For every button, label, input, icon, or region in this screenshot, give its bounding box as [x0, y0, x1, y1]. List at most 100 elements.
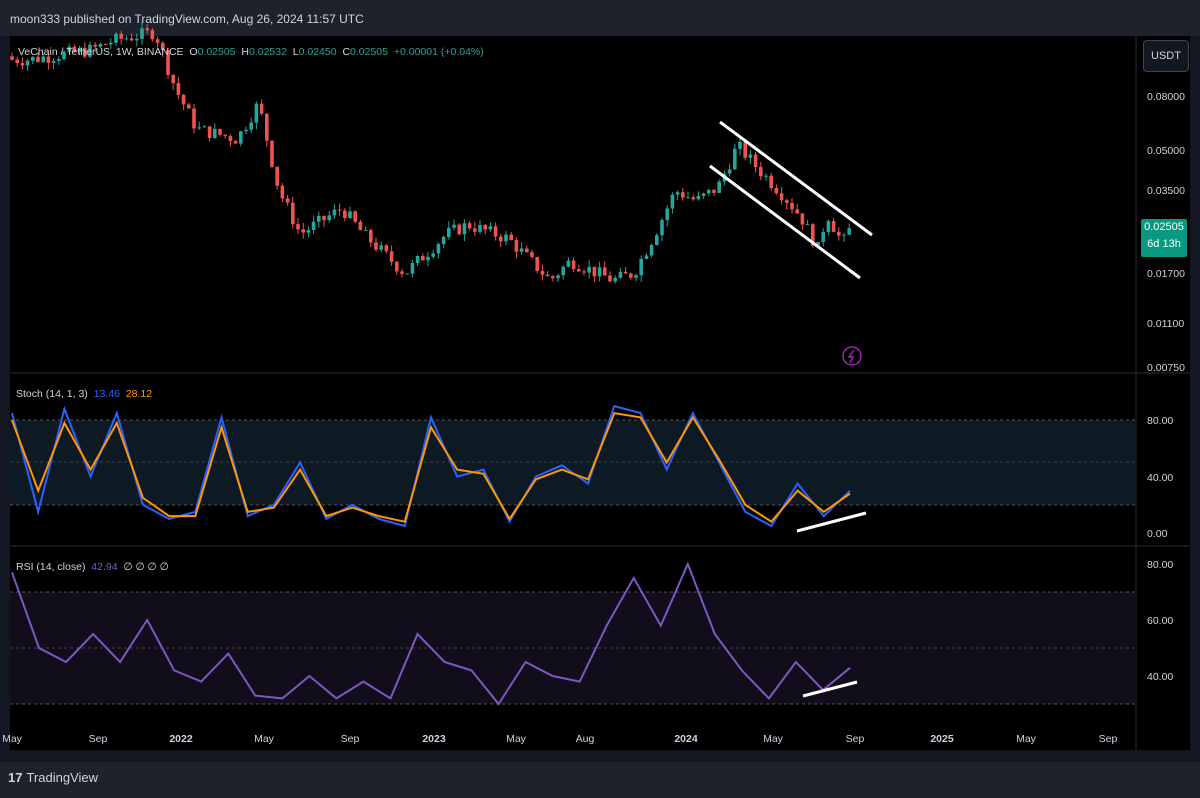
stoch-d-line — [11, 411, 851, 524]
candle-body — [93, 44, 97, 47]
candle-body — [597, 267, 602, 277]
tradingview-logo[interactable]: 17 TradingView — [8, 770, 98, 785]
candle-body — [629, 273, 633, 278]
candle-body — [483, 224, 487, 230]
rsi-tick-label: 80.00 — [1147, 559, 1173, 571]
channel-upper-trendline[interactable] — [719, 120, 873, 237]
stoch-tick-label: 80.00 — [1147, 415, 1173, 427]
candle-body — [72, 46, 77, 52]
rsi-value: 42.94 — [91, 561, 118, 573]
rsi-trendline[interactable] — [802, 680, 858, 698]
candle-body — [431, 253, 435, 257]
candle-body — [577, 269, 581, 272]
candle-body — [150, 30, 155, 40]
candle-body — [603, 267, 607, 276]
stoch-d-value: 28.12 — [125, 388, 153, 400]
candle-body — [701, 193, 706, 196]
candle-body — [77, 47, 82, 52]
channel-lower-trendline[interactable] — [709, 164, 861, 280]
time-tick-label: Sep — [341, 733, 360, 745]
candle-body — [525, 248, 529, 253]
currency-button[interactable]: USDT — [1143, 40, 1189, 72]
candle-body — [135, 38, 139, 41]
low-value: 0.02450 — [298, 46, 337, 58]
candle-body — [166, 50, 170, 75]
candle-body — [499, 236, 503, 242]
candle-body — [473, 228, 477, 232]
candle-body — [847, 228, 851, 235]
candle-body — [727, 169, 732, 174]
candle-body — [509, 234, 513, 241]
candle-body — [733, 148, 737, 170]
candle-body — [36, 56, 40, 62]
time-tick-label: May — [763, 733, 784, 745]
candle-body — [129, 38, 134, 41]
candle-body — [25, 60, 30, 66]
candle-body — [655, 235, 659, 245]
stoch-tick-label: 40.00 — [1147, 472, 1173, 484]
candle-body — [374, 242, 378, 250]
candle-body — [545, 274, 550, 277]
tradingview-brand: TradingView — [26, 770, 99, 785]
time-tick-label: May — [1016, 733, 1037, 745]
candle-body — [478, 224, 482, 232]
candle-body — [145, 28, 149, 31]
candle-body — [98, 43, 103, 47]
stoch-legend[interactable]: Stoch (14, 1, 3) 13.46 28.12 — [16, 388, 152, 400]
candle-body — [62, 51, 66, 60]
candle-body — [457, 224, 461, 235]
candle-body — [400, 271, 404, 274]
symbol-legend[interactable]: VeChain / TetherUS, 1W, BINANCE O0.02505… — [18, 46, 484, 58]
candle-body — [691, 197, 695, 200]
candle-body — [254, 103, 259, 123]
candle-body — [426, 256, 430, 261]
lightning-icon[interactable] — [842, 346, 862, 366]
candle-body — [613, 277, 617, 282]
candle-body — [452, 224, 456, 228]
candle-body — [10, 56, 14, 60]
time-tick-label: 2023 — [422, 733, 446, 745]
candle-body — [379, 245, 383, 250]
candle-series — [10, 22, 851, 284]
footer: 17 TradingView — [0, 762, 1200, 798]
candle-body — [280, 185, 285, 199]
candle-body — [296, 224, 300, 230]
candle-body — [223, 134, 227, 137]
candle-body — [51, 61, 56, 63]
candle-body — [795, 209, 799, 214]
candle-body — [114, 33, 118, 43]
candle-body — [639, 258, 643, 276]
candle-body — [811, 224, 815, 246]
price-tick-label: 0.01700 — [1147, 268, 1185, 280]
candle-body — [717, 181, 721, 193]
time-tick-label: Sep — [1099, 733, 1118, 745]
candle-body — [218, 128, 222, 135]
price-tick-label: 0.05000 — [1147, 145, 1185, 157]
candle-body — [837, 231, 841, 236]
time-tick-label: May — [254, 733, 275, 745]
candle-body — [15, 59, 19, 64]
stoch-trendline[interactable] — [796, 511, 867, 533]
open-label: O — [189, 46, 198, 58]
last-price: 0.02505 — [1144, 221, 1184, 233]
candle-body — [317, 215, 321, 222]
candle-body — [363, 229, 368, 231]
candle-body — [644, 255, 649, 259]
candle-body — [291, 202, 295, 225]
rsi-tick-label: 40.00 — [1147, 671, 1173, 683]
candle-body — [46, 56, 51, 63]
price-tick-label: 0.08000 — [1147, 91, 1185, 103]
time-tick-label: May — [2, 733, 23, 745]
candle-body — [551, 276, 555, 279]
candle-body — [587, 266, 591, 273]
candle-body — [790, 202, 794, 210]
candle-body — [675, 192, 680, 195]
candle-body — [592, 266, 597, 277]
candle-body — [171, 74, 175, 84]
candle-body — [535, 257, 539, 271]
candle-body — [181, 94, 186, 105]
rsi-legend[interactable]: RSI (14, close) 42.94 ∅ ∅ ∅ ∅ — [16, 561, 169, 573]
candle-body — [764, 175, 768, 177]
close-value: 0.02505 — [350, 46, 388, 58]
